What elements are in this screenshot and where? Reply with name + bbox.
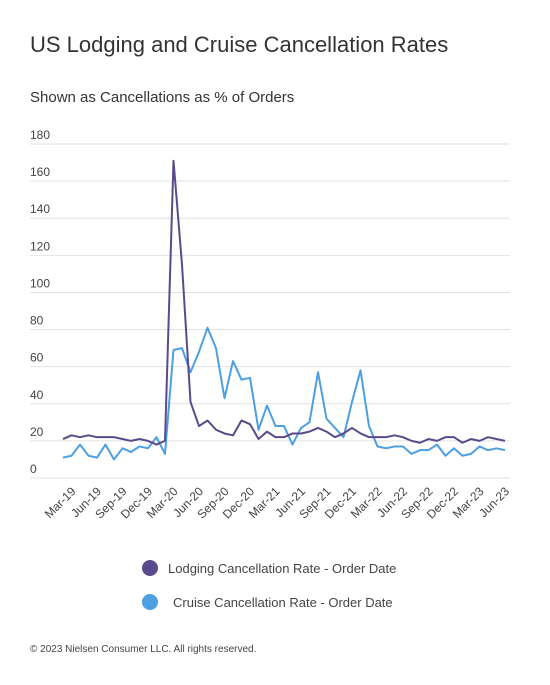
series-line <box>62 159 506 446</box>
y-tick-label: 100 <box>30 276 50 290</box>
legend-marker <box>142 594 158 610</box>
y-tick-label: 80 <box>30 314 44 328</box>
legend-label: Lodging Cancellation Rate - Order Date <box>168 561 396 576</box>
y-tick-label: 40 <box>30 388 44 402</box>
series-line <box>62 326 506 461</box>
legend-label: Cruise Cancellation Rate - Order Date <box>173 595 393 610</box>
y-tick-label: 160 <box>30 165 50 179</box>
y-tick-label: 20 <box>30 425 44 439</box>
chart-subtitle: Shown as Cancellations as % of Orders <box>30 89 294 106</box>
footer: © 2023 Nielsen Consumer LLC. All rights … <box>30 644 256 655</box>
y-tick-label: 0 <box>30 462 37 476</box>
y-tick-label: 140 <box>30 202 50 216</box>
legend-marker <box>142 560 158 576</box>
y-tick-label: 120 <box>30 239 50 253</box>
y-tick-label: 180 <box>30 128 50 142</box>
y-tick-label: 60 <box>30 351 44 365</box>
chart-title: US Lodging and Cruise Cancellation Rates <box>30 32 448 57</box>
